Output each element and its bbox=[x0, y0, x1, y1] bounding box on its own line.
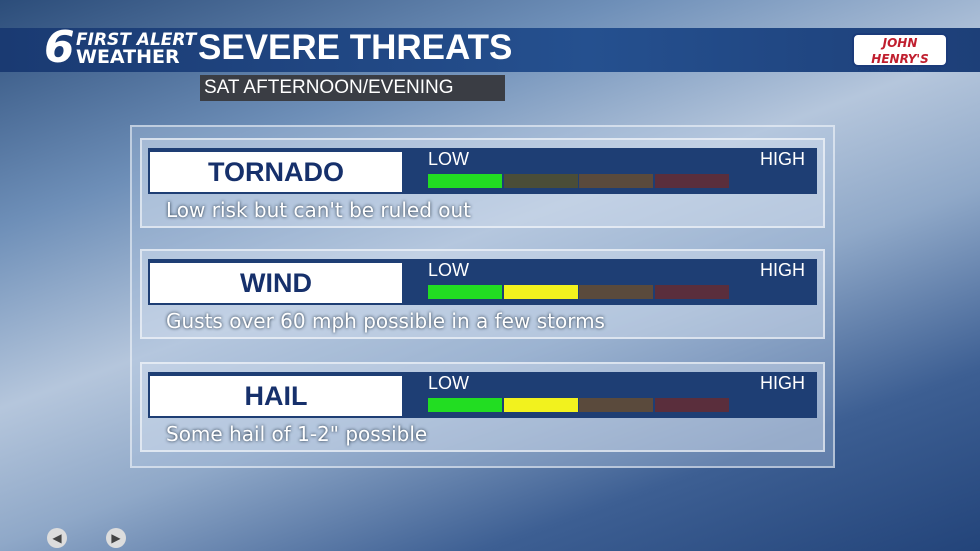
meter-high-label: HIGH bbox=[760, 260, 805, 280]
sponsor-logo: JOHN HENRY'S PLUMBING • HEATING • AIR • … bbox=[852, 33, 948, 72]
threat-description: Low risk but can't be ruled out bbox=[166, 198, 471, 222]
meter-segment-lit bbox=[503, 398, 578, 412]
meter-segment-lit bbox=[503, 285, 578, 299]
meter-low-label: LOW bbox=[428, 373, 470, 393]
meter-high-label: HIGH bbox=[760, 149, 805, 169]
meter-segment-lit bbox=[428, 174, 502, 188]
threat-name: HAIL bbox=[150, 376, 402, 416]
meter-segment bbox=[654, 174, 729, 188]
threat-row: TORNADO LOW HIGH Low risk but can't be rule… bbox=[140, 138, 825, 228]
threat-name: TORNADO bbox=[150, 152, 402, 192]
threat-header: TORNADO LOW HIGH bbox=[148, 148, 817, 194]
meter-segment bbox=[579, 285, 653, 299]
subtitle: SAT AFTERNOON/EVENING bbox=[200, 75, 505, 101]
logo-line: FIRST ALERT bbox=[76, 30, 197, 50]
threat-name: WIND bbox=[150, 263, 402, 303]
next-button[interactable]: ▶ bbox=[106, 528, 126, 548]
sponsor-name: JOHN HENRY'S bbox=[871, 36, 929, 66]
title: SEVERE THREATS bbox=[198, 28, 513, 67]
header-band bbox=[0, 28, 980, 72]
meter-low-label: LOW bbox=[428, 260, 470, 280]
meter-segment bbox=[579, 174, 653, 188]
threat-description: Some hail of 1-2" possible bbox=[166, 422, 428, 446]
meter-high-label: HIGH bbox=[760, 373, 805, 393]
meter-segment-lit bbox=[428, 398, 502, 412]
meter-segment-lit bbox=[428, 285, 502, 299]
logo-number: 6 bbox=[44, 22, 75, 73]
threat-description: Gusts over 60 mph possible in a few stor… bbox=[166, 309, 605, 333]
meter-segment bbox=[654, 398, 729, 412]
threat-row: WIND LOW HIGH Gusts over 60 mph possible in… bbox=[140, 249, 825, 339]
meter-low-label: LOW bbox=[428, 149, 470, 169]
prev-button[interactable]: ◀ bbox=[47, 528, 67, 548]
meter-segment bbox=[503, 174, 578, 188]
meter-segment bbox=[654, 285, 729, 299]
logo-line: WEATHER bbox=[76, 46, 180, 68]
threat-header: WIND LOW HIGH bbox=[148, 259, 817, 305]
threat-row: HAIL LOW HIGH Some hail of 1-2" possible bbox=[140, 362, 825, 452]
sponsor-tagline: PLUMBING • HEATING • AIR • ELECTRICAL bbox=[857, 67, 943, 72]
threat-header: HAIL LOW HIGH bbox=[148, 372, 817, 418]
meter-segment bbox=[579, 398, 653, 412]
